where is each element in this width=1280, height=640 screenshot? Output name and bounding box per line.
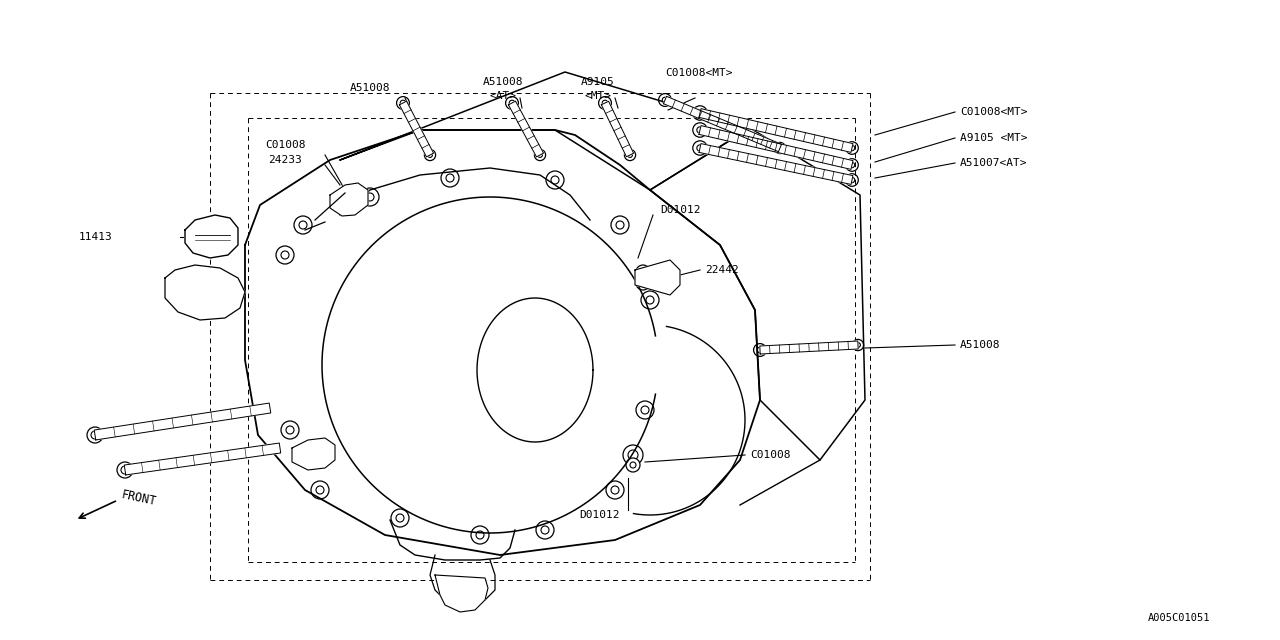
Circle shape xyxy=(659,93,672,106)
Polygon shape xyxy=(508,101,544,157)
Circle shape xyxy=(397,97,410,109)
Circle shape xyxy=(547,171,564,189)
Circle shape xyxy=(311,481,329,499)
Polygon shape xyxy=(760,341,858,354)
Circle shape xyxy=(294,216,312,234)
Circle shape xyxy=(852,339,864,351)
Circle shape xyxy=(605,481,625,499)
Polygon shape xyxy=(95,403,271,440)
Circle shape xyxy=(535,149,545,161)
Text: A51007<AT>: A51007<AT> xyxy=(960,158,1028,168)
Text: C01008<MT>: C01008<MT> xyxy=(960,107,1028,117)
Text: C01008: C01008 xyxy=(265,140,305,150)
Text: A51008: A51008 xyxy=(960,340,1001,350)
Circle shape xyxy=(599,97,612,109)
Circle shape xyxy=(442,169,460,187)
Circle shape xyxy=(626,458,640,472)
Circle shape xyxy=(692,141,708,155)
Text: <AT>: <AT> xyxy=(489,91,517,101)
Polygon shape xyxy=(699,125,852,170)
Circle shape xyxy=(611,216,628,234)
Polygon shape xyxy=(663,96,782,152)
Circle shape xyxy=(636,401,654,419)
Polygon shape xyxy=(650,128,865,460)
Polygon shape xyxy=(340,72,750,190)
Text: A51008: A51008 xyxy=(349,83,390,93)
Polygon shape xyxy=(124,443,280,475)
Circle shape xyxy=(116,462,133,478)
Circle shape xyxy=(846,173,859,186)
Circle shape xyxy=(305,444,323,462)
Circle shape xyxy=(754,344,767,356)
Text: A51008: A51008 xyxy=(483,77,524,87)
Polygon shape xyxy=(165,265,244,320)
Polygon shape xyxy=(435,575,488,612)
Circle shape xyxy=(276,246,294,264)
Text: 24233: 24233 xyxy=(268,155,302,165)
Polygon shape xyxy=(186,215,238,258)
Text: D01012: D01012 xyxy=(580,510,621,520)
Text: C01008: C01008 xyxy=(750,450,791,460)
Text: C01008<MT>: C01008<MT> xyxy=(666,68,732,78)
Polygon shape xyxy=(699,143,852,184)
Circle shape xyxy=(344,191,362,209)
Circle shape xyxy=(636,276,650,290)
Circle shape xyxy=(506,97,518,109)
Circle shape xyxy=(191,278,219,306)
Circle shape xyxy=(846,159,859,172)
Polygon shape xyxy=(635,260,680,295)
Polygon shape xyxy=(244,130,760,555)
Circle shape xyxy=(774,142,786,154)
Text: A9105 <MT>: A9105 <MT> xyxy=(960,133,1028,143)
Circle shape xyxy=(361,188,379,206)
Text: A9105: A9105 xyxy=(581,77,614,87)
Text: 22442: 22442 xyxy=(705,265,739,275)
Text: FRONT: FRONT xyxy=(120,488,157,508)
Circle shape xyxy=(625,149,636,161)
Polygon shape xyxy=(699,109,852,152)
Polygon shape xyxy=(602,101,634,157)
Circle shape xyxy=(87,427,102,443)
Circle shape xyxy=(692,106,708,120)
Polygon shape xyxy=(399,101,434,157)
Circle shape xyxy=(641,291,659,309)
Circle shape xyxy=(471,526,489,544)
Text: 11413: 11413 xyxy=(78,232,113,242)
Polygon shape xyxy=(330,183,369,216)
Circle shape xyxy=(536,521,554,539)
Text: A005C01051: A005C01051 xyxy=(1147,613,1210,623)
Polygon shape xyxy=(292,438,335,470)
Circle shape xyxy=(623,445,643,465)
Circle shape xyxy=(846,141,859,154)
Circle shape xyxy=(282,421,300,439)
Circle shape xyxy=(390,509,410,527)
Circle shape xyxy=(425,149,435,161)
Circle shape xyxy=(692,123,708,137)
Text: D01012: D01012 xyxy=(660,205,700,215)
Circle shape xyxy=(636,265,650,279)
Text: <MT>: <MT> xyxy=(585,91,612,101)
